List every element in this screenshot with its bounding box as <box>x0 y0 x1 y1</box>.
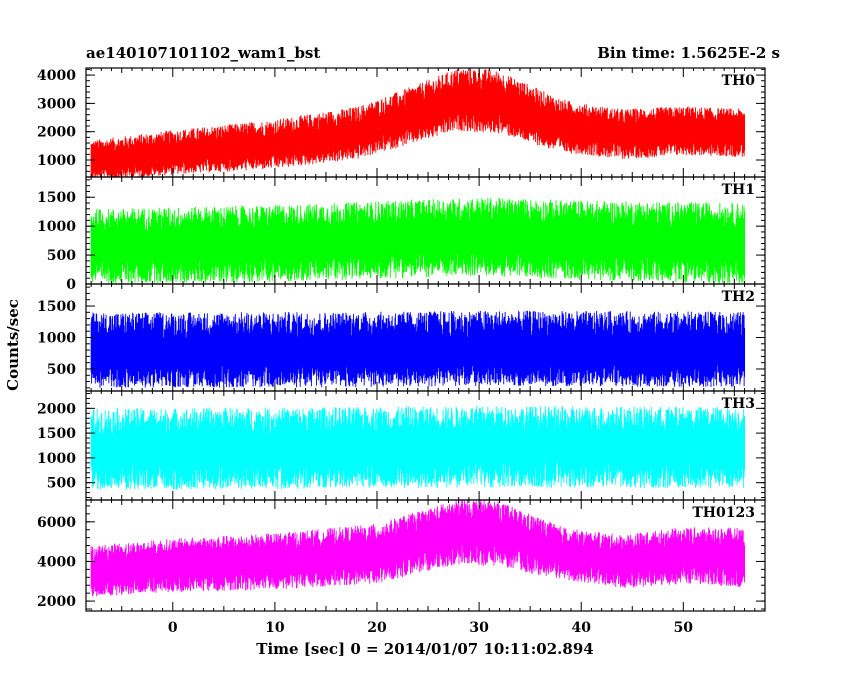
y-tick-label: 4000 <box>37 68 76 84</box>
y-tick-label: 4000 <box>37 554 76 570</box>
x-tick-label: 50 <box>674 620 694 636</box>
panel-label-th0: TH0 <box>722 73 756 89</box>
y-tick-label: 500 <box>47 362 76 378</box>
y-tick-label: 2000 <box>37 594 76 610</box>
bin-time-label: Bin time: 1.5625E-2 s <box>597 44 780 62</box>
y-tick-label: 0 <box>66 277 76 293</box>
x-tick-label: 40 <box>571 620 591 636</box>
y-tick-label: 500 <box>47 248 76 264</box>
x-tick-label: 30 <box>469 620 489 636</box>
y-tick-label: 1500 <box>37 190 76 206</box>
panel-label-th3: TH3 <box>722 396 755 412</box>
panel-label-th2: TH2 <box>722 289 755 305</box>
y-tick-label: 1500 <box>37 299 76 315</box>
y-tick-label: 1000 <box>37 219 76 235</box>
y-tick-label: 2000 <box>37 125 76 141</box>
y-tick-label: 3000 <box>37 96 76 112</box>
y-tick-label: 500 <box>47 476 76 492</box>
y-tick-label: 1000 <box>37 451 76 467</box>
panel-label-th1: TH1 <box>722 182 755 198</box>
panel-frame-th0123 <box>85 499 766 612</box>
y-tick-label: 2000 <box>37 401 76 417</box>
chart-title: ae140107101102_wam1_bst <box>86 44 321 62</box>
trace-th0 <box>90 68 746 177</box>
x-tick-label: 0 <box>168 620 178 636</box>
panel-label-th0123: TH0123 <box>692 505 755 521</box>
y-axis-label: Counts/sec <box>4 299 22 391</box>
x-tick-label: 10 <box>265 620 285 636</box>
trace-th1 <box>90 197 746 284</box>
y-tick-label: 1000 <box>37 331 76 347</box>
trace-layer <box>90 68 746 597</box>
y-tick-label: 1500 <box>37 426 76 442</box>
x-tick-label: 20 <box>367 620 387 636</box>
x-axis-label: Time [sec] 0 = 2014/01/07 10:11:02.894 <box>256 640 593 658</box>
trace-th3 <box>90 406 746 490</box>
trace-th0123 <box>90 500 746 597</box>
y-tick-label: 1000 <box>37 153 76 169</box>
tick-layer <box>86 68 765 611</box>
y-tick-label: 6000 <box>37 515 76 531</box>
trace-th2 <box>90 310 746 388</box>
